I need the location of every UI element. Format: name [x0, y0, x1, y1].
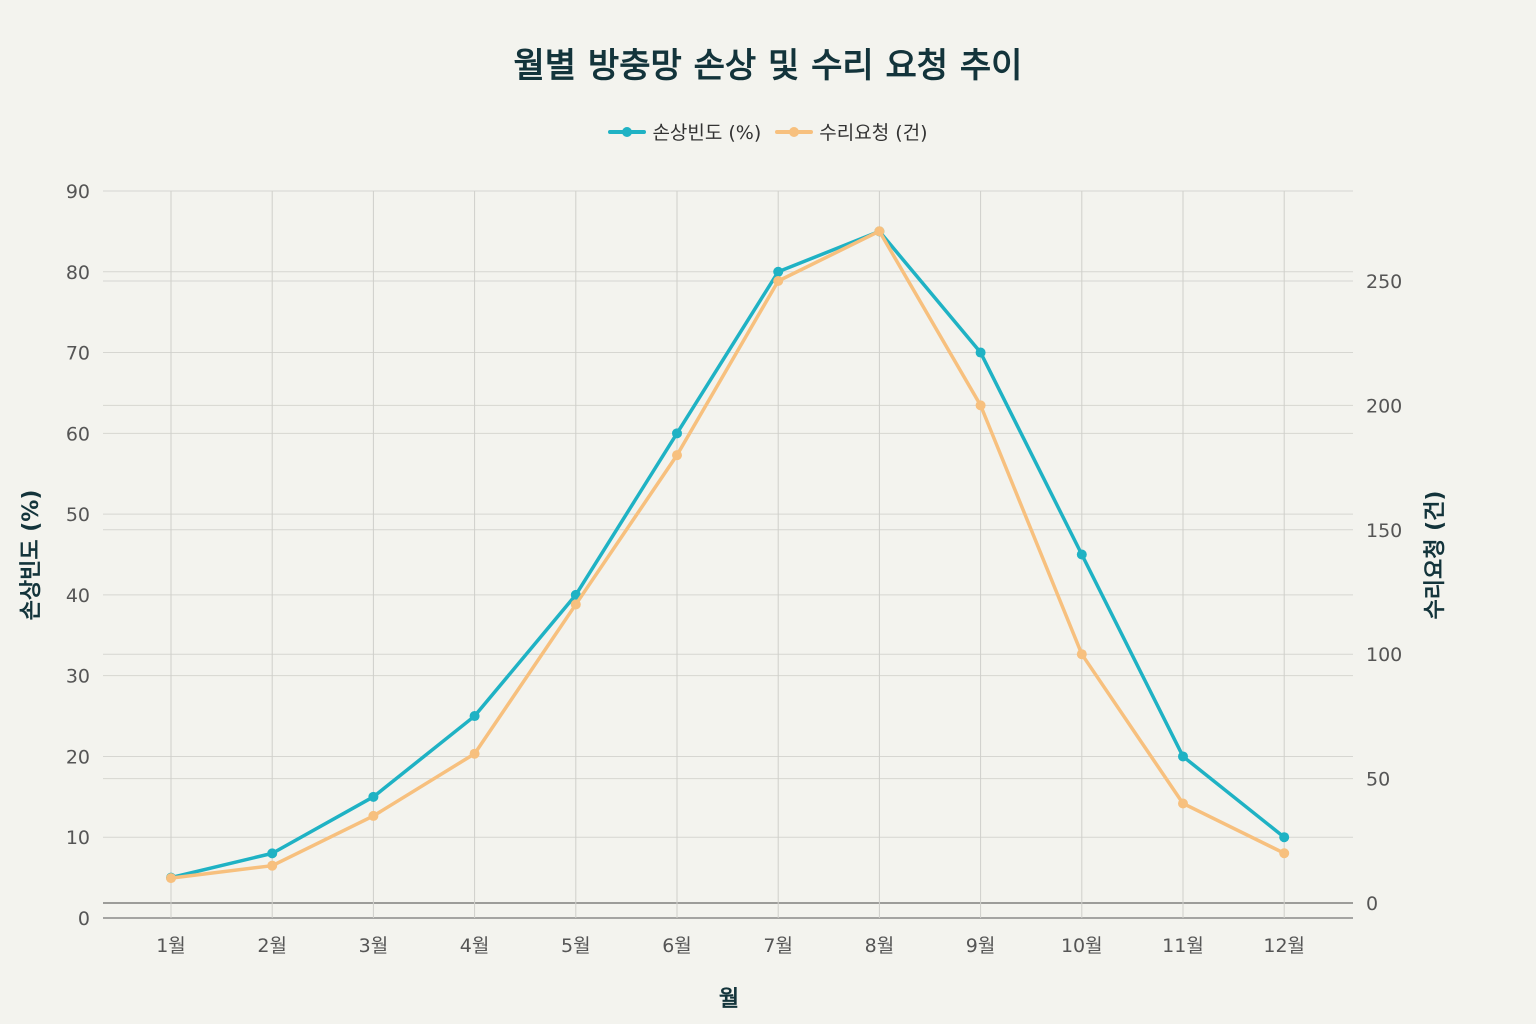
- x-tick-label: 2월: [257, 935, 287, 957]
- y-tick-left-0: 0: [78, 908, 90, 930]
- series-1-point: [267, 848, 278, 859]
- series-2-point: [1279, 848, 1290, 859]
- series-1-point: [1178, 751, 1188, 762]
- y-tick-left-70: 70: [66, 343, 90, 365]
- legend-label-series-2: 수리요청 (건): [819, 122, 928, 144]
- x-tick-label: 1월: [156, 935, 186, 957]
- series-layer: [166, 226, 1290, 884]
- series-2-point: [570, 599, 581, 610]
- series-2-point: [1178, 798, 1188, 809]
- series-2-point: [469, 748, 480, 759]
- series-2-point: [975, 400, 986, 411]
- series-1-point: [469, 711, 480, 722]
- legend-item-series-2[interactable]: 수리요청 (건): [775, 118, 928, 145]
- series-1-point: [975, 347, 986, 358]
- y-tick-right-250: 250: [1366, 271, 1402, 293]
- series-2-point: [773, 276, 784, 286]
- series-2-point: [368, 810, 379, 821]
- x-tick-label: 9월: [966, 935, 996, 957]
- y-axis-title-left: 손상빈도 (%): [19, 490, 44, 621]
- x-tick-label: 5월: [561, 935, 591, 957]
- series-2-point: [672, 450, 682, 461]
- y-tick-left-40: 40: [66, 585, 90, 607]
- x-tick-label: 12월: [1263, 935, 1305, 957]
- y-tick-right-200: 200: [1366, 395, 1402, 417]
- series-1-point: [773, 266, 784, 277]
- y-tick-left-90: 90: [66, 181, 90, 203]
- y-tick-right-0: 0: [1366, 893, 1378, 915]
- series-2-point: [874, 226, 885, 237]
- y-tick-right-50: 50: [1366, 769, 1390, 791]
- y-tick-left-10: 10: [66, 827, 90, 849]
- y-tick-left-30: 30: [66, 666, 90, 688]
- series-1-point: [368, 791, 379, 802]
- tick-layer: 0 10 20 30 40 50 60 70 80 90 0 50 100 150 200 250 1월 2월 3월…: [66, 181, 1402, 957]
- legend-label-series-1: 손상빈도 (%): [652, 122, 762, 144]
- x-tick-label: 3월: [359, 935, 389, 957]
- x-tick-label: 8월: [865, 935, 895, 957]
- y-tick-left-20: 20: [66, 746, 90, 768]
- x-tick-label: 6월: [662, 935, 692, 957]
- series-line-1: [170, 229, 1286, 880]
- legend: 손상빈도 (%) 수리요청 (건): [0, 118, 1536, 145]
- series-1-point: [1076, 549, 1087, 560]
- series-1-point: [672, 428, 682, 439]
- x-tick-label: 10월: [1061, 935, 1103, 957]
- grid-layer: [103, 190, 1353, 919]
- y-tick-left-60: 60: [66, 423, 90, 445]
- series-2-point: [1076, 649, 1087, 660]
- x-axis-title: 월: [719, 987, 739, 1012]
- legend-swatch-series-2: [775, 126, 814, 137]
- series-2-point: [166, 873, 176, 884]
- y-tick-right-100: 100: [1366, 644, 1402, 666]
- y-tick-right-150: 150: [1366, 520, 1402, 542]
- legend-swatch-series-1: [608, 126, 647, 137]
- x-tick-label: 4월: [460, 935, 490, 957]
- series-2-point: [267, 860, 278, 871]
- series-1-point: [570, 589, 581, 600]
- y-axis-title-right: 수리요청 (건): [1423, 491, 1448, 620]
- chart-title: 월별 방충망 손상 및 수리 요청 추이: [513, 46, 1023, 86]
- y-tick-left-50: 50: [66, 504, 90, 526]
- series-line-2: [170, 229, 1285, 880]
- series-1-point: [1279, 832, 1290, 843]
- y-tick-left-80: 80: [66, 262, 90, 284]
- x-tick-label: 7월: [763, 935, 793, 957]
- x-tick-label: 11월: [1162, 935, 1204, 957]
- legend-item-series-1[interactable]: 손상빈도 (%): [608, 118, 761, 145]
